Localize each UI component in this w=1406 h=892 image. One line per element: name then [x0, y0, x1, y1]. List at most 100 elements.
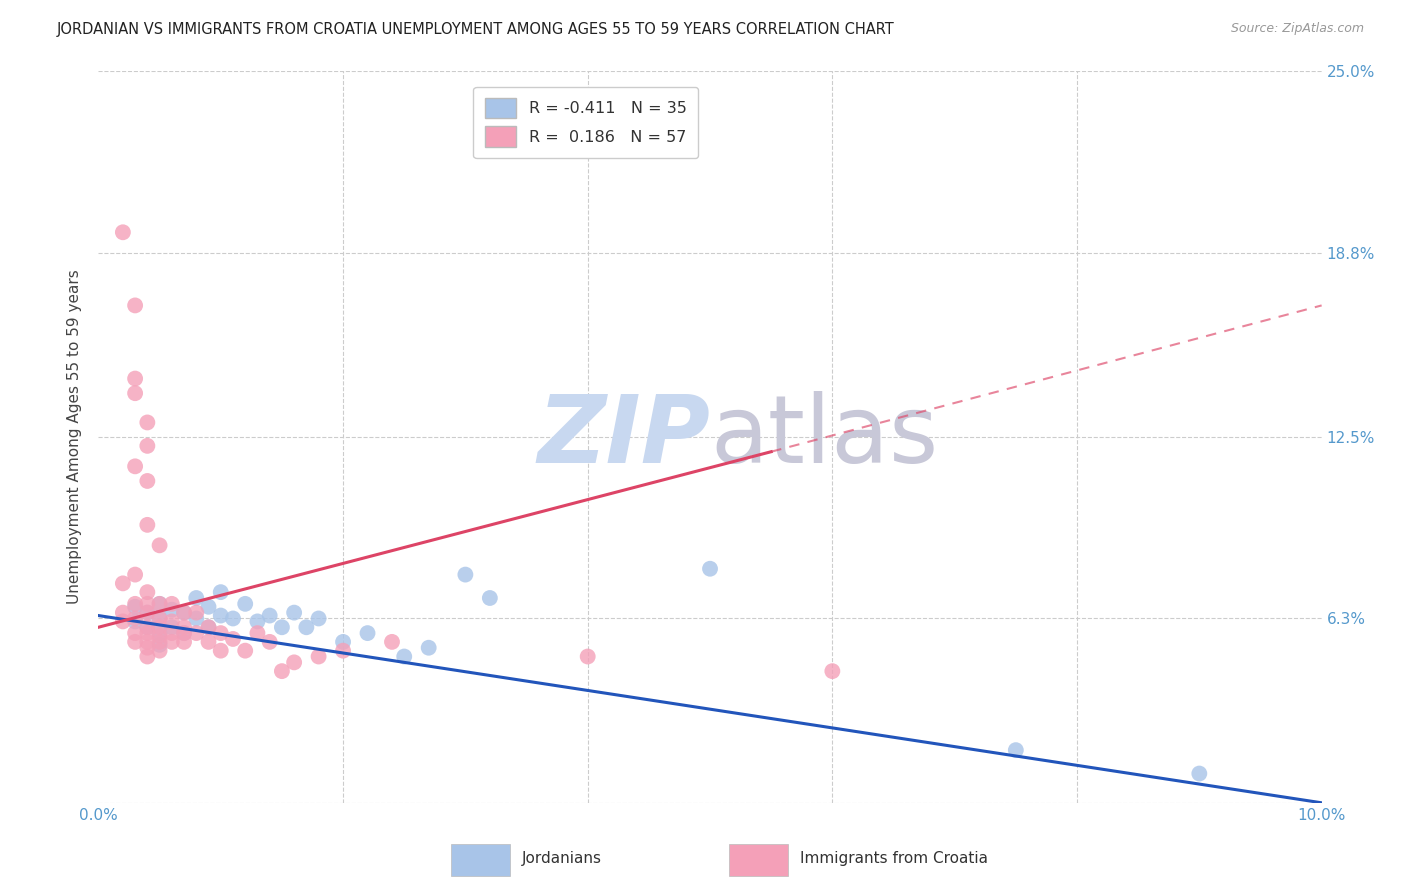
- Point: [136, 635, 159, 649]
- Point: [136, 606, 159, 620]
- Point: [283, 606, 305, 620]
- Point: [197, 635, 219, 649]
- Point: [209, 585, 232, 599]
- Point: [197, 599, 219, 614]
- Point: [124, 459, 146, 474]
- Point: [173, 606, 195, 620]
- Point: [136, 606, 159, 620]
- Point: [173, 626, 195, 640]
- Point: [124, 599, 146, 614]
- Point: [283, 656, 305, 670]
- Point: [295, 620, 318, 634]
- Point: [136, 640, 159, 655]
- Point: [392, 649, 416, 664]
- Point: [111, 615, 134, 629]
- Point: [222, 611, 245, 625]
- Point: [149, 629, 172, 643]
- Point: [136, 626, 159, 640]
- Point: [124, 615, 146, 629]
- Point: [454, 567, 477, 582]
- Point: [270, 620, 292, 634]
- Text: Source: ZipAtlas.com: Source: ZipAtlas.com: [1230, 22, 1364, 36]
- Point: [124, 371, 146, 385]
- Point: [160, 635, 183, 649]
- Point: [209, 608, 232, 623]
- Point: [197, 620, 219, 634]
- FancyBboxPatch shape: [451, 844, 510, 876]
- Point: [186, 591, 208, 605]
- Point: [233, 643, 256, 657]
- Point: [259, 635, 281, 649]
- Point: [233, 597, 256, 611]
- Point: [149, 635, 172, 649]
- Point: [332, 643, 354, 657]
- Point: [418, 640, 440, 655]
- Point: [136, 649, 159, 664]
- Point: [173, 626, 195, 640]
- Point: [381, 635, 404, 649]
- Point: [699, 562, 721, 576]
- Point: [111, 606, 134, 620]
- FancyBboxPatch shape: [728, 844, 787, 876]
- Point: [149, 538, 172, 552]
- Point: [173, 635, 195, 649]
- Legend: R = -0.411   N = 35, R =  0.186   N = 57: R = -0.411 N = 35, R = 0.186 N = 57: [474, 87, 699, 158]
- Point: [576, 649, 599, 664]
- Point: [149, 597, 172, 611]
- Point: [124, 611, 146, 625]
- Point: [124, 626, 146, 640]
- Point: [478, 591, 501, 605]
- Point: [197, 620, 219, 634]
- Point: [332, 635, 354, 649]
- Text: atlas: atlas: [710, 391, 938, 483]
- Point: [124, 298, 146, 312]
- Point: [160, 603, 183, 617]
- Text: ZIP: ZIP: [537, 391, 710, 483]
- Point: [186, 606, 208, 620]
- Point: [270, 664, 292, 678]
- Point: [124, 567, 146, 582]
- Point: [821, 664, 844, 678]
- Point: [149, 611, 172, 625]
- Point: [160, 620, 183, 634]
- Point: [149, 597, 172, 611]
- Text: Immigrants from Croatia: Immigrants from Croatia: [800, 851, 988, 866]
- Point: [308, 611, 330, 625]
- Point: [173, 606, 195, 620]
- Point: [186, 611, 208, 625]
- Point: [124, 386, 146, 401]
- Y-axis label: Unemployment Among Ages 55 to 59 years: Unemployment Among Ages 55 to 59 years: [67, 269, 83, 605]
- Point: [149, 643, 172, 657]
- Point: [209, 643, 232, 657]
- Point: [1004, 743, 1026, 757]
- Point: [136, 585, 159, 599]
- Text: JORDANIAN VS IMMIGRANTS FROM CROATIA UNEMPLOYMENT AMONG AGES 55 TO 59 YEARS CORR: JORDANIAN VS IMMIGRANTS FROM CROATIA UNE…: [56, 22, 894, 37]
- Point: [222, 632, 245, 646]
- Point: [356, 626, 378, 640]
- Text: Jordanians: Jordanians: [522, 851, 602, 866]
- Point: [136, 597, 159, 611]
- Point: [124, 635, 146, 649]
- Point: [136, 439, 159, 453]
- Point: [1188, 766, 1211, 780]
- Point: [246, 615, 269, 629]
- Point: [308, 649, 330, 664]
- Point: [209, 626, 232, 640]
- Point: [136, 517, 159, 532]
- Point: [111, 576, 134, 591]
- Point: [136, 620, 159, 634]
- Point: [160, 626, 183, 640]
- Point: [124, 597, 146, 611]
- Point: [160, 615, 183, 629]
- Point: [246, 626, 269, 640]
- Point: [149, 620, 172, 634]
- Point: [149, 611, 172, 625]
- Point: [136, 620, 159, 634]
- Point: [111, 225, 134, 239]
- Point: [160, 597, 183, 611]
- Point: [136, 416, 159, 430]
- Point: [173, 620, 195, 634]
- Point: [149, 638, 172, 652]
- Point: [149, 626, 172, 640]
- Point: [186, 626, 208, 640]
